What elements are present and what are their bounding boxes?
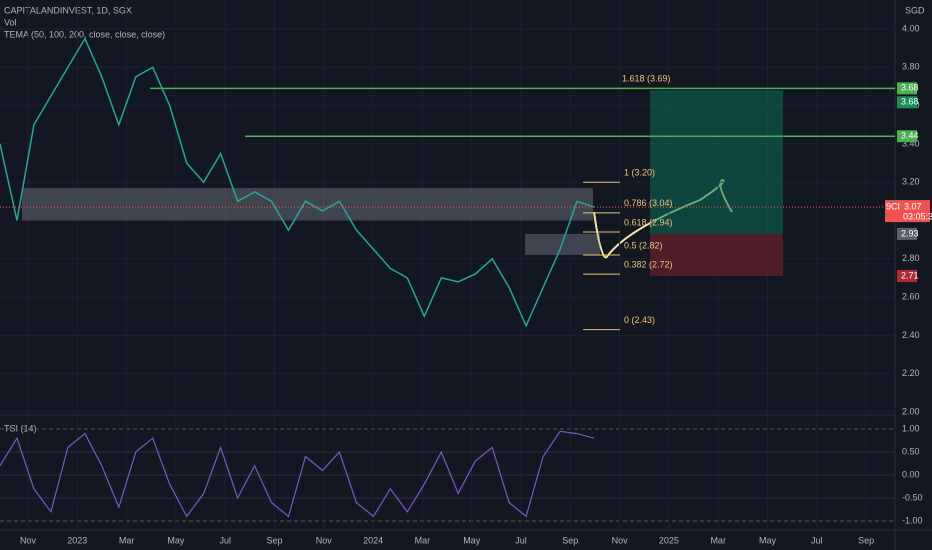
countdown: 03:05:38 bbox=[903, 211, 932, 221]
target-tag bbox=[897, 96, 917, 109]
fib-label: 1 (3.20) bbox=[624, 168, 655, 178]
x-tick-label: Jul bbox=[811, 535, 823, 545]
fib-label: 0 (2.43) bbox=[624, 315, 655, 325]
symbol: CAPITALANDINVEST, 1D, SGX bbox=[4, 5, 132, 15]
tsi-tick-label: 0.00 bbox=[902, 469, 920, 479]
x-tick-label: Nov bbox=[316, 535, 333, 545]
stop-zone bbox=[650, 233, 783, 277]
entry-tag-label: 2.93 bbox=[901, 228, 919, 238]
entry-tag bbox=[897, 227, 917, 240]
x-tick-label: Sep bbox=[266, 535, 282, 545]
last-tag bbox=[885, 200, 930, 223]
y-tick-label: 2.40 bbox=[902, 330, 920, 340]
tsi-label: TSI (14) bbox=[4, 423, 37, 433]
target-tag-label: 3.68 bbox=[901, 97, 919, 107]
x-tick-label: Sep bbox=[562, 535, 578, 545]
y-tick-label: 2.60 bbox=[902, 291, 920, 301]
last-price: 3.07 bbox=[904, 201, 922, 211]
tsi-line bbox=[0, 430, 595, 518]
level-tag-label: 3.44 bbox=[901, 131, 919, 141]
price-line bbox=[0, 36, 595, 328]
x-tick-label: Mar bbox=[119, 535, 135, 545]
last-symbol: 9CI bbox=[886, 201, 900, 211]
stop-tag-label: 2.71 bbox=[901, 270, 919, 280]
vol-label: Vol bbox=[4, 17, 17, 27]
x-tick-label: 2024 bbox=[363, 535, 383, 545]
x-tick-label: Nov bbox=[20, 535, 37, 545]
target-zone bbox=[650, 90, 783, 234]
x-tick-label: May bbox=[167, 535, 185, 545]
y-tick-label: 2.80 bbox=[902, 253, 920, 263]
x-tick-label: 2025 bbox=[659, 535, 679, 545]
currency: SGD bbox=[905, 5, 925, 15]
zone bbox=[22, 187, 593, 221]
x-tick-label: Jul bbox=[515, 535, 527, 545]
fib-label: 0.382 (2.72) bbox=[624, 259, 673, 269]
x-tick-label: Jul bbox=[219, 535, 231, 545]
y-tick-label: 4.00 bbox=[902, 23, 920, 33]
tsi-tick-label: 1.00 bbox=[902, 423, 920, 433]
fib-label: 1.618 (3.69) bbox=[622, 74, 671, 84]
level-tag bbox=[897, 130, 917, 143]
x-tick-label: May bbox=[759, 535, 777, 545]
indicator-label: TEMA (50, 100, 200, close, close, close) bbox=[4, 29, 165, 39]
y-tick-label: 3.40 bbox=[902, 138, 920, 148]
tsi-tick-label: -1.00 bbox=[902, 515, 923, 525]
tsi-tick-label: -0.50 bbox=[902, 492, 923, 502]
y-tick-label: 2.00 bbox=[902, 406, 920, 416]
x-tick-label: Sep bbox=[858, 535, 874, 545]
x-tick-label: Mar bbox=[710, 535, 726, 545]
fib-label: 0.618 (2.94) bbox=[624, 217, 673, 227]
y-tick-label: 2.20 bbox=[902, 368, 920, 378]
fib-label: 0.5 (2.82) bbox=[624, 240, 663, 250]
stop-tag bbox=[897, 270, 917, 283]
x-tick-label: Mar bbox=[415, 535, 431, 545]
tsi-tick-label: 0.50 bbox=[902, 446, 920, 456]
x-tick-label: Nov bbox=[612, 535, 629, 545]
level-tag-label: 3.68 bbox=[901, 83, 919, 93]
x-tick-label: 2023 bbox=[67, 535, 87, 545]
x-tick-label: May bbox=[463, 535, 481, 545]
level-tag bbox=[897, 82, 917, 95]
y-tick-label: 3.20 bbox=[902, 177, 920, 187]
fib-label: 0.786 (3.04) bbox=[624, 198, 673, 208]
y-tick-label: 3.80 bbox=[902, 62, 920, 72]
